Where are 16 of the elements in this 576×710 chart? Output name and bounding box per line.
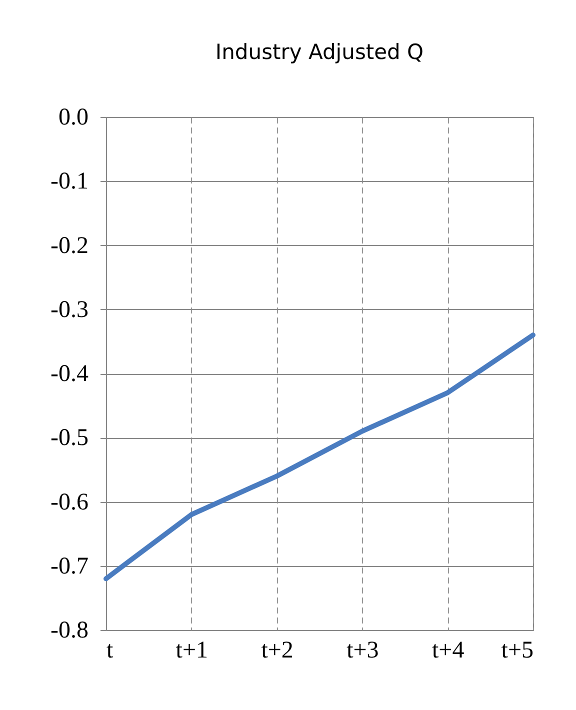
y-tick-label: -0.7	[50, 553, 88, 580]
y-tick-label: 0.0	[58, 104, 88, 130]
y-tick-label: -0.4	[50, 361, 88, 387]
x-tick-label: t+5	[501, 638, 534, 664]
y-tick-label: -0.1	[50, 168, 88, 195]
y-tick-label: -0.8	[50, 618, 88, 644]
x-tick-label: t	[106, 638, 114, 664]
chart-title: Industry Adjusted Q	[215, 40, 424, 64]
x-tick-label: t+1	[176, 638, 208, 664]
y-tick-label: -0.2	[50, 232, 88, 259]
x-tick-label: t+2	[261, 638, 294, 664]
y-tick-label: -0.5	[50, 425, 88, 452]
y-tick-label: -0.3	[50, 296, 88, 323]
x-tick-label: t+4	[432, 638, 464, 664]
y-tick-label: -0.6	[50, 489, 88, 516]
x-tick-label: t+3	[346, 638, 379, 664]
